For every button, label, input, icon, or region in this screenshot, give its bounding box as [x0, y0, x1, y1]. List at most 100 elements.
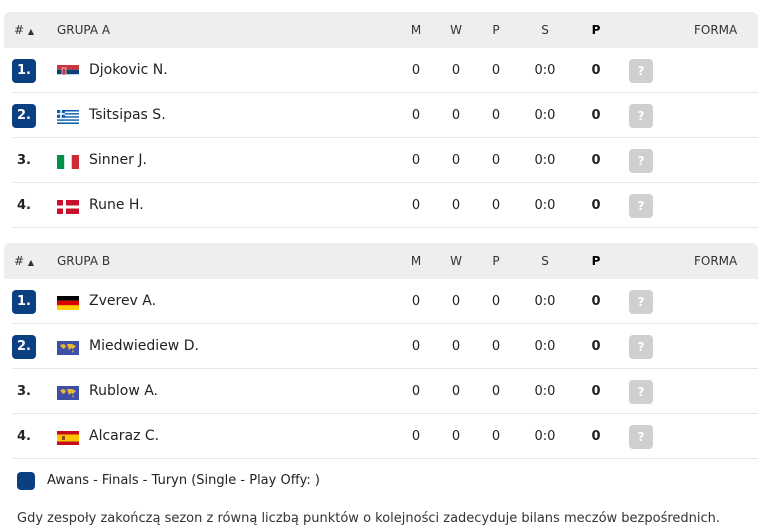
player-name-link[interactable]: Rublow A.	[89, 383, 158, 399]
form-unknown-badge[interactable]: ?	[629, 104, 653, 128]
stat-p: 0	[491, 63, 501, 78]
rank-badge: 2.	[12, 335, 36, 359]
rank-column-header[interactable]: # ▲	[14, 23, 35, 37]
stat-s: 0:0	[534, 294, 556, 309]
stat-p: 0	[491, 429, 501, 444]
stat-p: 0	[491, 108, 501, 123]
rank-badge: 4.	[17, 198, 31, 213]
column-header-m[interactable]: M	[410, 254, 422, 268]
stat-pts: 0	[591, 429, 601, 444]
sort-up-icon: ▲	[27, 27, 35, 36]
form-unknown-badge[interactable]: ?	[629, 425, 653, 449]
stat-w: 0	[451, 339, 461, 354]
group-header: # ▲ GRUPA A M W P S P FORMA	[4, 12, 758, 48]
flag-world-icon	[57, 340, 79, 355]
stat-p: 0	[491, 294, 501, 309]
sort-up-icon: ▲	[27, 258, 35, 267]
flag-spain-icon	[57, 430, 79, 445]
table-row[interactable]: 4. Rune H. 0 0 0 0:0 0 ?	[12, 183, 758, 228]
flag-world-icon	[57, 385, 79, 400]
player-name-link[interactable]: Alcaraz C.	[89, 428, 160, 444]
group-header: # ▲ GRUPA B M W P S P FORMA	[4, 243, 758, 279]
stat-p: 0	[491, 198, 501, 213]
group-title: GRUPA A	[57, 23, 111, 37]
table-row[interactable]: 2. Miedwiediew D. 0 0 0 0:0 0 ?	[12, 324, 758, 369]
stat-pts: 0	[591, 198, 601, 213]
stat-s: 0:0	[534, 339, 556, 354]
table-row[interactable]: 1. Zverev A. 0 0 0 0:0 0 ?	[12, 279, 758, 324]
flag-serbia-icon	[57, 64, 79, 79]
stat-w: 0	[451, 294, 461, 309]
tiebreak-note: Gdy zespoły zakończą sezon z równą liczb…	[17, 511, 721, 526]
form-column-header: FORMA	[694, 23, 738, 37]
rank-badge: 3.	[17, 153, 31, 168]
column-header-s[interactable]: S	[541, 23, 549, 37]
column-header-m[interactable]: M	[410, 23, 422, 37]
form-unknown-badge[interactable]: ?	[629, 149, 653, 173]
form-unknown-badge[interactable]: ?	[629, 194, 653, 218]
stat-s: 0:0	[534, 153, 556, 168]
flag-denmark-icon	[57, 199, 79, 214]
table-row[interactable]: 2. Tsitsipas S. 0 0 0 0:0 0 ?	[12, 93, 758, 138]
legend-label: Awans - Finals - Turyn (Single - Play Of…	[47, 473, 320, 488]
stat-s: 0:0	[534, 429, 556, 444]
stat-p: 0	[491, 153, 501, 168]
flag-greece-icon	[57, 109, 79, 124]
stat-s: 0:0	[534, 384, 556, 399]
stat-m: 0	[411, 153, 421, 168]
table-row[interactable]: 3. Rublow A. 0 0 0 0:0 0 ?	[12, 369, 758, 414]
stat-pts: 0	[591, 384, 601, 399]
rank-badge: 3.	[17, 384, 31, 399]
rank-badge: 4.	[17, 429, 31, 444]
player-name-link[interactable]: Tsitsipas S.	[89, 107, 166, 123]
stat-pts: 0	[591, 108, 601, 123]
form-unknown-badge[interactable]: ?	[629, 380, 653, 404]
stat-m: 0	[411, 198, 421, 213]
stat-m: 0	[411, 63, 421, 78]
stat-m: 0	[411, 339, 421, 354]
stat-pts: 0	[591, 339, 601, 354]
rank-badge: 2.	[12, 104, 36, 128]
player-name-link[interactable]: Rune H.	[89, 197, 144, 213]
rank-badge: 1.	[12, 59, 36, 83]
stat-s: 0:0	[534, 108, 556, 123]
stat-pts: 0	[591, 153, 601, 168]
stat-s: 0:0	[534, 63, 556, 78]
column-header-p[interactable]: P	[492, 254, 500, 268]
column-header-w[interactable]: W	[450, 254, 462, 268]
column-header-p[interactable]: P	[492, 23, 500, 37]
column-header-pts[interactable]: P	[591, 23, 601, 37]
qualified-marker	[17, 472, 35, 490]
rank-badge: 1.	[12, 290, 36, 314]
stat-w: 0	[451, 108, 461, 123]
flag-italy-icon	[57, 154, 79, 169]
table-row[interactable]: 4. Alcaraz C. 0 0 0 0:0 0 ?	[12, 414, 758, 459]
table-row[interactable]: 1. Djokovic N. 0 0 0 0:0 0 ?	[12, 48, 758, 93]
stat-pts: 0	[591, 294, 601, 309]
stat-pts: 0	[591, 63, 601, 78]
form-unknown-badge[interactable]: ?	[629, 290, 653, 314]
stat-w: 0	[451, 198, 461, 213]
form-unknown-badge[interactable]: ?	[629, 59, 653, 83]
stat-w: 0	[451, 153, 461, 168]
column-header-pts[interactable]: P	[591, 254, 601, 268]
player-name-link[interactable]: Zverev A.	[89, 293, 157, 309]
column-header-w[interactable]: W	[450, 23, 462, 37]
stat-p: 0	[491, 384, 501, 399]
stat-p: 0	[491, 339, 501, 354]
stat-w: 0	[451, 429, 461, 444]
group-title: GRUPA B	[57, 254, 111, 268]
player-name-link[interactable]: Sinner J.	[89, 152, 147, 168]
stat-w: 0	[451, 63, 461, 78]
column-header-s[interactable]: S	[541, 254, 549, 268]
player-name-link[interactable]: Miedwiediew D.	[89, 338, 199, 354]
stat-m: 0	[411, 294, 421, 309]
form-unknown-badge[interactable]: ?	[629, 335, 653, 359]
stat-s: 0:0	[534, 198, 556, 213]
stat-m: 0	[411, 384, 421, 399]
player-name-link[interactable]: Djokovic N.	[89, 62, 168, 78]
table-row[interactable]: 3. Sinner J. 0 0 0 0:0 0 ?	[12, 138, 758, 183]
rank-column-header[interactable]: # ▲	[14, 254, 35, 268]
stat-w: 0	[451, 384, 461, 399]
stat-m: 0	[411, 108, 421, 123]
